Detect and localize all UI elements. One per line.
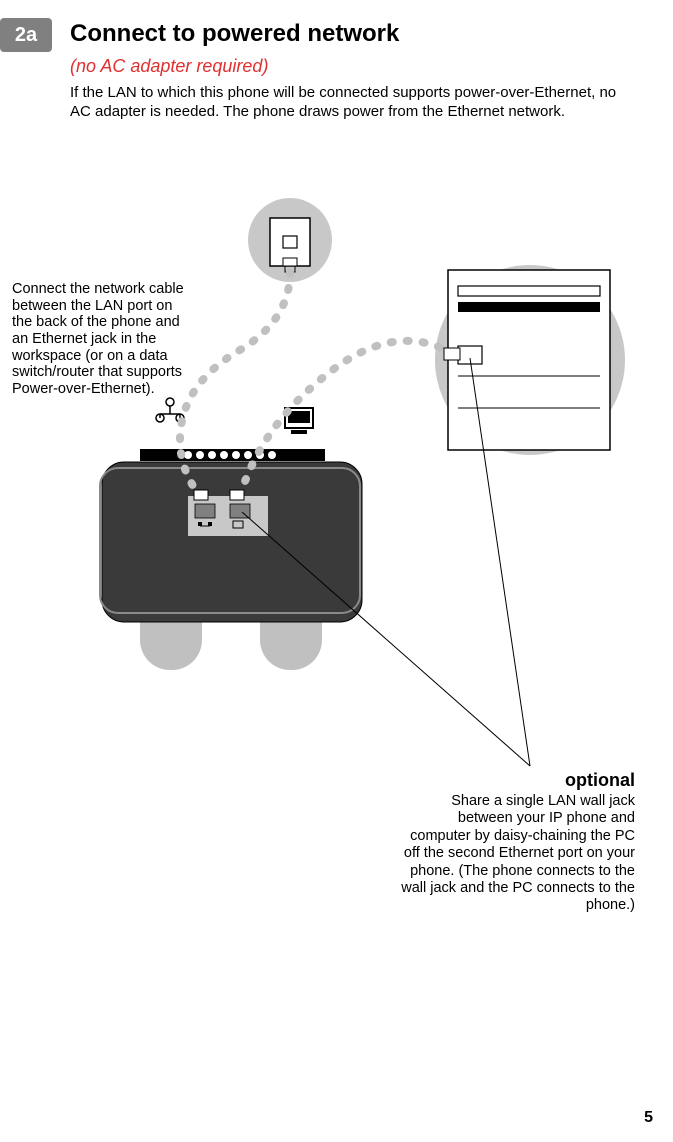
intro-text: If the LAN to which this phone will be c… — [70, 84, 625, 122]
connection-diagram — [100, 200, 620, 700]
wall-plug — [283, 258, 297, 266]
optional-callout: optional Share a single LAN wall jack be… — [395, 770, 635, 915]
phone-lan-port — [195, 504, 215, 518]
page-number: 5 — [644, 1109, 653, 1127]
page-subtitle: (no AC adapter required) — [70, 56, 268, 77]
optional-title: optional — [395, 770, 635, 791]
wall-jack-port — [283, 236, 297, 248]
optional-text: Share a single LAN wall jack between you… — [395, 793, 635, 915]
step-badge: 2a — [0, 18, 52, 52]
phone-back-icon — [100, 449, 362, 670]
page-title: Connect to powered network — [70, 20, 399, 48]
pc-tower-icon — [448, 270, 610, 450]
